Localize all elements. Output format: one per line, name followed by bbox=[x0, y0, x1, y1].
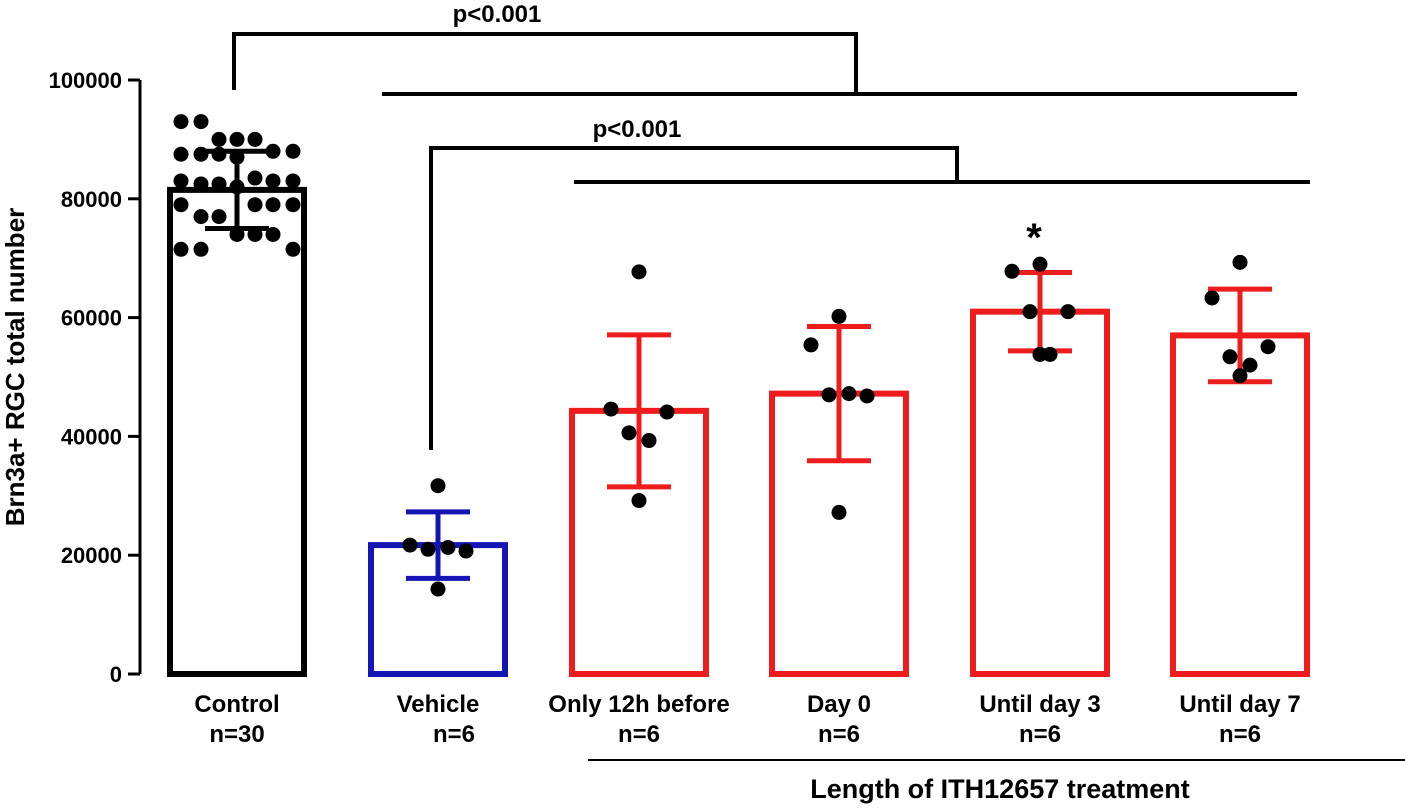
data-point bbox=[440, 539, 456, 555]
sig-label-1: p<0.001 bbox=[453, 1, 542, 28]
significance-star: * bbox=[1026, 216, 1042, 260]
y-tick-label: 80000 bbox=[61, 187, 122, 212]
sig-label-2: p<0.001 bbox=[593, 116, 682, 143]
data-point bbox=[247, 197, 263, 213]
data-point bbox=[1242, 357, 1258, 373]
data-point bbox=[229, 226, 245, 242]
category-n-label: n=6 bbox=[1019, 721, 1061, 748]
data-point bbox=[173, 241, 189, 257]
y-tick-label: 0 bbox=[110, 662, 122, 687]
data-point bbox=[247, 131, 263, 147]
data-point bbox=[229, 179, 245, 195]
data-point bbox=[1232, 368, 1248, 384]
data-point bbox=[229, 131, 245, 147]
data-point bbox=[211, 131, 227, 147]
data-point bbox=[193, 176, 209, 192]
category-label: Only 12h before bbox=[548, 691, 729, 718]
data-point bbox=[193, 146, 209, 162]
bars bbox=[167, 114, 1310, 677]
data-point bbox=[285, 173, 301, 189]
data-point bbox=[173, 173, 189, 189]
data-point bbox=[285, 143, 301, 159]
y-tick-label: 60000 bbox=[61, 306, 122, 331]
data-point bbox=[1232, 254, 1248, 270]
data-point bbox=[458, 543, 474, 559]
data-point bbox=[659, 404, 675, 420]
data-point bbox=[247, 226, 263, 242]
data-point bbox=[265, 226, 281, 242]
data-point bbox=[1222, 349, 1238, 365]
data-point bbox=[1060, 304, 1076, 320]
bar bbox=[167, 186, 307, 677]
data-point bbox=[859, 388, 875, 404]
data-point bbox=[265, 197, 281, 213]
data-point bbox=[1004, 263, 1020, 279]
data-point bbox=[211, 209, 227, 225]
category-n-label: n=6 bbox=[818, 721, 860, 748]
data-point bbox=[841, 386, 857, 402]
sig-bracket-2: p<0.001 bbox=[429, 116, 1310, 450]
data-point bbox=[430, 581, 446, 597]
category-n-label: n=30 bbox=[209, 721, 264, 748]
y-axis-title: Brn3a+ RGC total number bbox=[0, 208, 30, 527]
data-point bbox=[285, 241, 301, 257]
data-point bbox=[821, 387, 837, 403]
bar bbox=[1170, 332, 1310, 677]
bar-group bbox=[1170, 254, 1310, 677]
category-labels: Control n=30 Vehicle n=6 Only 12h before n=6 D… bbox=[194, 691, 1300, 748]
data-point bbox=[1032, 346, 1048, 362]
category-label: Until day 3 bbox=[979, 691, 1100, 718]
data-point bbox=[803, 337, 819, 353]
sig-bracket-1: p<0.001 bbox=[232, 1, 1297, 96]
data-point bbox=[831, 504, 847, 520]
bar-group bbox=[368, 478, 508, 677]
data-point bbox=[193, 209, 209, 225]
data-point bbox=[621, 425, 637, 441]
data-point bbox=[211, 176, 227, 192]
category-n-label: n=6 bbox=[433, 721, 475, 748]
data-point bbox=[430, 478, 446, 494]
data-point bbox=[641, 433, 657, 449]
data-point bbox=[831, 308, 847, 324]
sig-bracket-2-arm bbox=[429, 146, 959, 450]
data-point bbox=[193, 241, 209, 257]
category-n-label: n=6 bbox=[618, 721, 660, 748]
group-label: Length of ITH12657 treatment bbox=[810, 774, 1190, 804]
data-point bbox=[265, 173, 281, 189]
category-label: Until day 7 bbox=[1179, 691, 1300, 718]
bar bbox=[970, 308, 1110, 677]
data-point bbox=[1032, 256, 1048, 272]
y-tick-label: 40000 bbox=[61, 424, 122, 449]
bar-group bbox=[769, 308, 909, 677]
bar-group bbox=[569, 264, 709, 677]
data-point bbox=[247, 170, 263, 186]
sig-bracket-1-arm bbox=[232, 32, 858, 94]
data-point bbox=[1260, 339, 1276, 355]
data-point bbox=[265, 143, 281, 159]
data-point bbox=[631, 493, 647, 509]
data-point bbox=[229, 149, 245, 165]
category-label: Day 0 bbox=[807, 691, 871, 718]
data-point bbox=[1204, 290, 1220, 306]
bar-group bbox=[970, 256, 1110, 677]
data-point bbox=[173, 146, 189, 162]
data-point bbox=[173, 114, 189, 130]
data-point bbox=[420, 541, 436, 557]
data-point bbox=[402, 537, 418, 553]
y-ticks: 0 20000 40000 60000 80000 100000 bbox=[49, 68, 140, 687]
category-label: Vehicle bbox=[397, 691, 480, 718]
category-n-label: n=6 bbox=[1219, 721, 1261, 748]
data-point bbox=[603, 401, 619, 417]
y-tick-label: 100000 bbox=[49, 68, 122, 93]
data-point bbox=[285, 197, 301, 213]
data-point bbox=[1022, 304, 1038, 320]
data-point bbox=[211, 146, 227, 162]
data-point bbox=[193, 114, 209, 130]
data-point bbox=[631, 264, 647, 280]
y-tick-label: 20000 bbox=[61, 543, 122, 568]
data-point bbox=[173, 197, 189, 213]
category-label: Control bbox=[194, 691, 279, 718]
bar-group bbox=[167, 114, 307, 677]
